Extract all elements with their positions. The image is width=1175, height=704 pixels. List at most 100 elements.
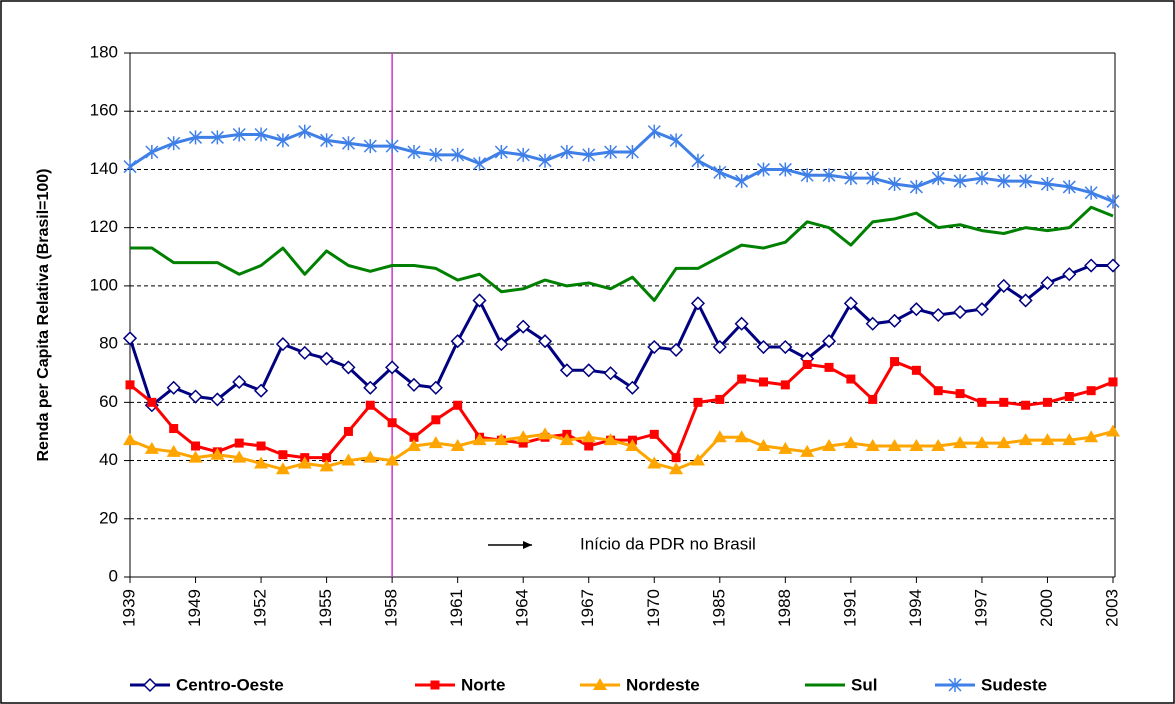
point bbox=[188, 389, 203, 404]
point bbox=[363, 380, 378, 395]
point bbox=[756, 162, 771, 177]
x-tick-label: 1985 bbox=[709, 589, 728, 627]
point bbox=[953, 305, 968, 320]
x-tick-label: 1939 bbox=[119, 589, 138, 627]
point bbox=[1018, 293, 1033, 308]
point bbox=[933, 386, 943, 396]
point bbox=[780, 380, 790, 390]
point bbox=[125, 380, 135, 390]
point bbox=[887, 313, 902, 328]
legend-label: Norte bbox=[461, 675, 505, 694]
point bbox=[647, 124, 661, 139]
point bbox=[625, 380, 640, 395]
point bbox=[844, 171, 858, 186]
point bbox=[649, 429, 659, 439]
point bbox=[669, 133, 683, 148]
point bbox=[975, 171, 989, 186]
point bbox=[409, 432, 419, 442]
point bbox=[254, 383, 269, 398]
point bbox=[494, 144, 508, 159]
x-tick-label: 1997 bbox=[971, 589, 990, 627]
point bbox=[843, 296, 858, 311]
point bbox=[996, 278, 1011, 293]
point bbox=[275, 462, 290, 475]
point bbox=[931, 439, 946, 451]
point bbox=[387, 418, 397, 428]
point bbox=[1105, 258, 1121, 273]
point bbox=[147, 397, 157, 407]
point bbox=[516, 430, 531, 443]
point bbox=[472, 293, 487, 308]
point bbox=[516, 147, 530, 162]
point bbox=[210, 447, 225, 460]
point bbox=[145, 144, 159, 159]
y-tick-label: 120 bbox=[90, 217, 118, 236]
point bbox=[234, 438, 244, 448]
point bbox=[363, 450, 378, 463]
point bbox=[298, 124, 312, 139]
point bbox=[625, 144, 639, 159]
point bbox=[1064, 392, 1074, 402]
point bbox=[581, 430, 596, 443]
point bbox=[887, 439, 902, 451]
point bbox=[538, 427, 553, 440]
point bbox=[822, 168, 836, 183]
x-tick-label: 1958 bbox=[382, 589, 401, 627]
point bbox=[843, 436, 858, 449]
point bbox=[931, 307, 946, 323]
point bbox=[582, 147, 596, 162]
point bbox=[385, 360, 400, 375]
legend-label: Nordeste bbox=[626, 675, 700, 694]
point bbox=[690, 453, 705, 466]
point bbox=[1062, 433, 1077, 446]
point bbox=[778, 339, 793, 355]
point bbox=[888, 177, 902, 191]
point bbox=[428, 380, 443, 395]
point bbox=[931, 171, 945, 186]
x-tick-label: 2000 bbox=[1037, 589, 1056, 627]
annotation: Início da PDR no Brasil bbox=[580, 534, 756, 553]
point bbox=[671, 453, 681, 463]
point bbox=[341, 453, 356, 466]
point bbox=[1019, 174, 1033, 189]
point bbox=[319, 351, 334, 366]
point bbox=[846, 374, 856, 384]
point bbox=[385, 453, 400, 466]
point bbox=[953, 436, 968, 449]
legend-marker bbox=[593, 678, 607, 690]
point bbox=[715, 394, 725, 404]
y-tick-label: 100 bbox=[90, 275, 118, 294]
point bbox=[144, 441, 159, 454]
y-tick-label: 0 bbox=[109, 566, 118, 585]
point bbox=[406, 377, 422, 392]
legend-marker bbox=[142, 677, 158, 693]
x-tick-label: 1994 bbox=[906, 589, 925, 627]
point bbox=[1062, 267, 1077, 282]
point bbox=[955, 389, 965, 399]
point bbox=[166, 444, 181, 457]
legend-marker bbox=[430, 680, 440, 690]
point bbox=[189, 130, 203, 145]
point bbox=[868, 394, 878, 404]
point bbox=[669, 462, 684, 475]
point bbox=[690, 296, 706, 311]
legend-label: Sul bbox=[851, 675, 877, 694]
y-tick-label: 180 bbox=[90, 42, 118, 61]
point bbox=[385, 139, 399, 154]
point bbox=[1062, 179, 1076, 194]
point bbox=[974, 302, 989, 317]
y-tick-label: 20 bbox=[99, 508, 118, 527]
point bbox=[625, 439, 640, 451]
point bbox=[188, 450, 203, 463]
point bbox=[865, 439, 880, 451]
point bbox=[758, 377, 768, 387]
point bbox=[669, 342, 684, 357]
point bbox=[276, 133, 290, 148]
point bbox=[1106, 194, 1120, 209]
point bbox=[1086, 386, 1096, 396]
point bbox=[431, 415, 441, 425]
point bbox=[232, 374, 247, 390]
point bbox=[800, 168, 814, 183]
point bbox=[407, 144, 421, 159]
